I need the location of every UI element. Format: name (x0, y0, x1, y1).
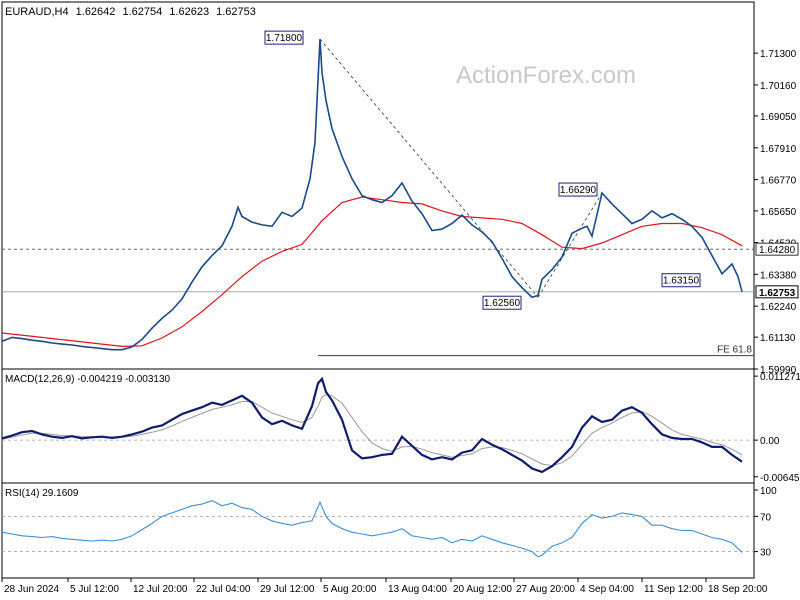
x-tick-label-8: 27 Aug 20:00 (516, 584, 575, 595)
price-tick-label-1: 1.70160 (760, 81, 797, 92)
peak-label-box-0 (264, 30, 304, 45)
price-tick-label-9: 1.61130 (760, 333, 796, 344)
low-value: 1.62623 (169, 6, 209, 18)
close-value: 1.62753 (216, 6, 256, 18)
macd-tick-label-1: 0.00 (760, 436, 780, 447)
symbol-label: EURAUD,H4 (5, 6, 69, 18)
x-tick-label-7: 20 Aug 12:00 (453, 584, 512, 595)
peak-label-3: 1.63150 (663, 276, 700, 287)
level-badge-label-0: 1.64280 (759, 245, 796, 256)
macd-title: MACD(12,26,9) -0.004219 -0.003130 (5, 374, 171, 385)
macd-tick-label-2: -0.006453 (760, 473, 800, 484)
price-tick-label-0: 1.71300 (760, 49, 797, 60)
price-tick-label-4: 1.66770 (760, 176, 797, 187)
x-tick-label-2: 12 Jul 20:00 (133, 584, 188, 595)
x-tick-label-1: 5 Jul 12:00 (70, 584, 119, 595)
x-tick-label-3: 22 Jul 04:00 (196, 584, 251, 595)
peak-label-2: 1.66290 (560, 185, 597, 196)
price-tick-label-3: 1.67910 (760, 144, 797, 155)
price-tick-label-2: 1.69050 (760, 112, 797, 123)
level-badge-label-1: 1.62753 (759, 288, 796, 299)
rsi-title: RSI(14) 29.1609 (5, 488, 79, 499)
peak-label-box-3 (661, 273, 701, 288)
peak-label-box-2 (558, 182, 598, 197)
price-tick-label-8: 1.62240 (760, 302, 797, 313)
ma-line (1, 196, 743, 348)
rsi-line (1, 500, 743, 558)
level-badge-0 (755, 242, 799, 256)
rsi-tick-label-0: 100 (760, 486, 777, 497)
x-tick-label-9: 4 Sep 04:00 (580, 584, 634, 595)
price-tick-label-10: 1.59990 (760, 365, 797, 376)
price-tick-label-5: 1.65650 (760, 207, 797, 218)
price-plot: FE 61.8 1.71800 1.62560 1.66290 1.63150 (1, 30, 754, 357)
x-tick-label-4: 29 Jul 12:00 (260, 584, 315, 595)
trendline-1 (319, 38, 539, 298)
macd-line (1, 376, 743, 474)
macd-plot (1, 376, 754, 474)
trendline-2 (537, 192, 603, 298)
rsi-tick-label-2: 30 (760, 548, 772, 559)
price-pane[interactable] (1, 1, 755, 370)
x-tick-label-5: 5 Aug 20:00 (323, 584, 377, 595)
x-tick-label-0: 28 Jun 2024 (4, 584, 59, 595)
peak-label-0: 1.71800 (266, 33, 303, 44)
open-value: 1.62642 (76, 6, 116, 18)
rsi-plot (1, 500, 754, 558)
x-tick-label-10: 11 Sep 12:00 (644, 584, 703, 595)
x-tick-label-11: 18 Sep 20:00 (708, 584, 768, 595)
macd-tick-label-0: 0.011271 (760, 372, 800, 383)
high-value: 1.62754 (122, 6, 162, 18)
fe-label: FE 61.8 (717, 345, 752, 356)
peak-label-1: 1.62560 (484, 298, 521, 309)
watermark: ActionForex.com (456, 62, 636, 89)
peak-label-box-1 (482, 295, 522, 310)
rsi-tick-label-1: 70 (760, 512, 772, 523)
price-tick-label-7: 1.63380 (760, 270, 797, 281)
x-tick-label-6: 13 Aug 04:00 (388, 584, 447, 595)
macd-signal-line (1, 394, 743, 467)
macd-pane[interactable] (1, 368, 755, 484)
level-badge-1 (755, 285, 799, 299)
axes: 1.71300 1.70160 1.69050 1.67910 1.66770 1.656… (1, 49, 800, 595)
price-line (1, 39, 743, 351)
rsi-pane[interactable] (1, 482, 755, 579)
chart-header: EURAUD,H4 1.62642 1.62754 1.62623 1.6275… (5, 6, 256, 18)
